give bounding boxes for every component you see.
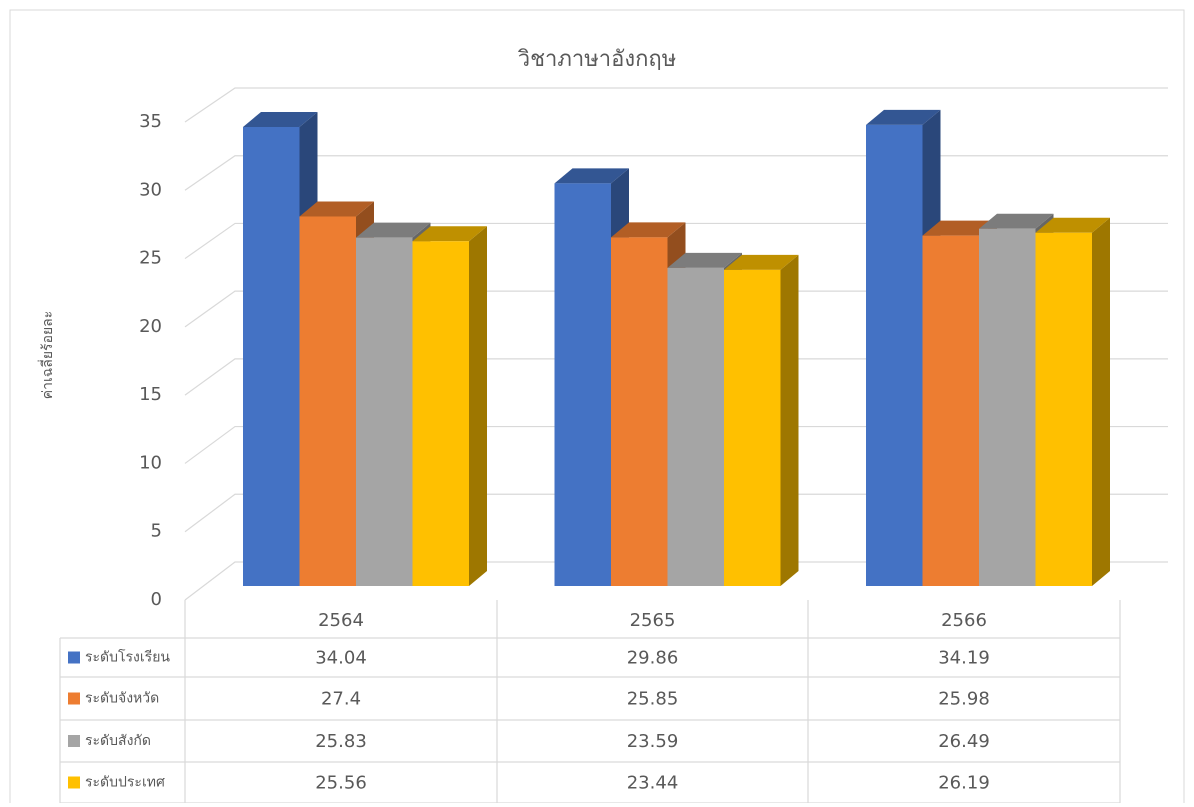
y-tick-label: 10 [139,452,162,473]
bar-top [299,201,374,217]
bar-front [611,237,668,586]
table-value: 29.86 [627,648,679,669]
bar-front [922,235,979,586]
bar-front [243,126,300,586]
bar-front [979,228,1036,586]
bar [1035,217,1110,586]
y-tick-label: 5 [151,521,162,542]
y-axis-label: ค่าเฉลี่ยร้อยละ [38,311,56,400]
bar-side [780,254,799,587]
table-value: 25.98 [938,689,990,710]
legend-label: ระดับสังกัด [85,733,151,749]
y-tick-label: 0 [151,589,162,610]
table-value: 26.19 [938,773,990,794]
bar-top [979,213,1054,229]
bar-top [243,111,318,127]
table-value: 23.59 [627,731,679,752]
bar-top [667,252,742,268]
bar-side [469,226,487,586]
grid-line [184,222,1168,260]
legend-label: ระดับประเทศ [85,775,165,791]
grid-line [184,87,1168,123]
bar-top [866,109,941,125]
grid-line [184,358,1168,396]
y-tick-label: 20 [139,316,162,337]
table-value: 25.83 [315,731,367,752]
bar-front [866,124,923,586]
table-value: 34.19 [938,648,990,669]
table-value: 26.49 [938,731,990,752]
x-tick-label: 2565 [630,610,676,631]
y-tick-label: 15 [139,384,162,405]
legend-swatch [68,651,80,664]
bar-top [554,168,629,184]
grid-line [184,425,1168,464]
bar-front [356,237,413,586]
table-value: 25.85 [627,689,679,710]
bar-front [667,267,724,586]
bar-front [554,183,611,586]
bar-top [356,222,431,238]
bar-top [724,254,799,270]
grid-line [184,290,1168,328]
bar-top [412,226,487,242]
x-tick-label: 2564 [318,610,364,631]
table-value: 23.44 [627,773,679,794]
legend-label: ระดับจังหวัด [85,691,159,707]
x-tick-label: 2566 [941,610,987,631]
y-tick-label: 25 [139,248,162,269]
y-tick-label: 30 [139,179,162,200]
legend-swatch [68,735,80,747]
bar-side [1092,217,1110,586]
grid-line [184,155,1168,191]
grid-line [184,561,1168,601]
table-value: 34.04 [315,648,367,669]
bar-top [922,220,997,236]
bar-top [1035,217,1110,233]
grid-line [184,493,1168,533]
legend-swatch [68,692,80,705]
bar-front [724,269,781,586]
bar-front [1035,232,1092,586]
y-tick-label: 35 [139,111,162,132]
bar [412,226,487,586]
bar-top [611,222,686,238]
bar [724,254,799,587]
table-value: 25.56 [315,773,367,794]
legend-swatch [68,776,80,789]
table-value: 27.4 [321,689,361,710]
bar-front [412,241,469,586]
chart-title: วิชาภาษาอังกฤษ [517,47,676,72]
bar-front [299,216,356,586]
legend-label: ระดับโรงเรียน [85,649,170,666]
